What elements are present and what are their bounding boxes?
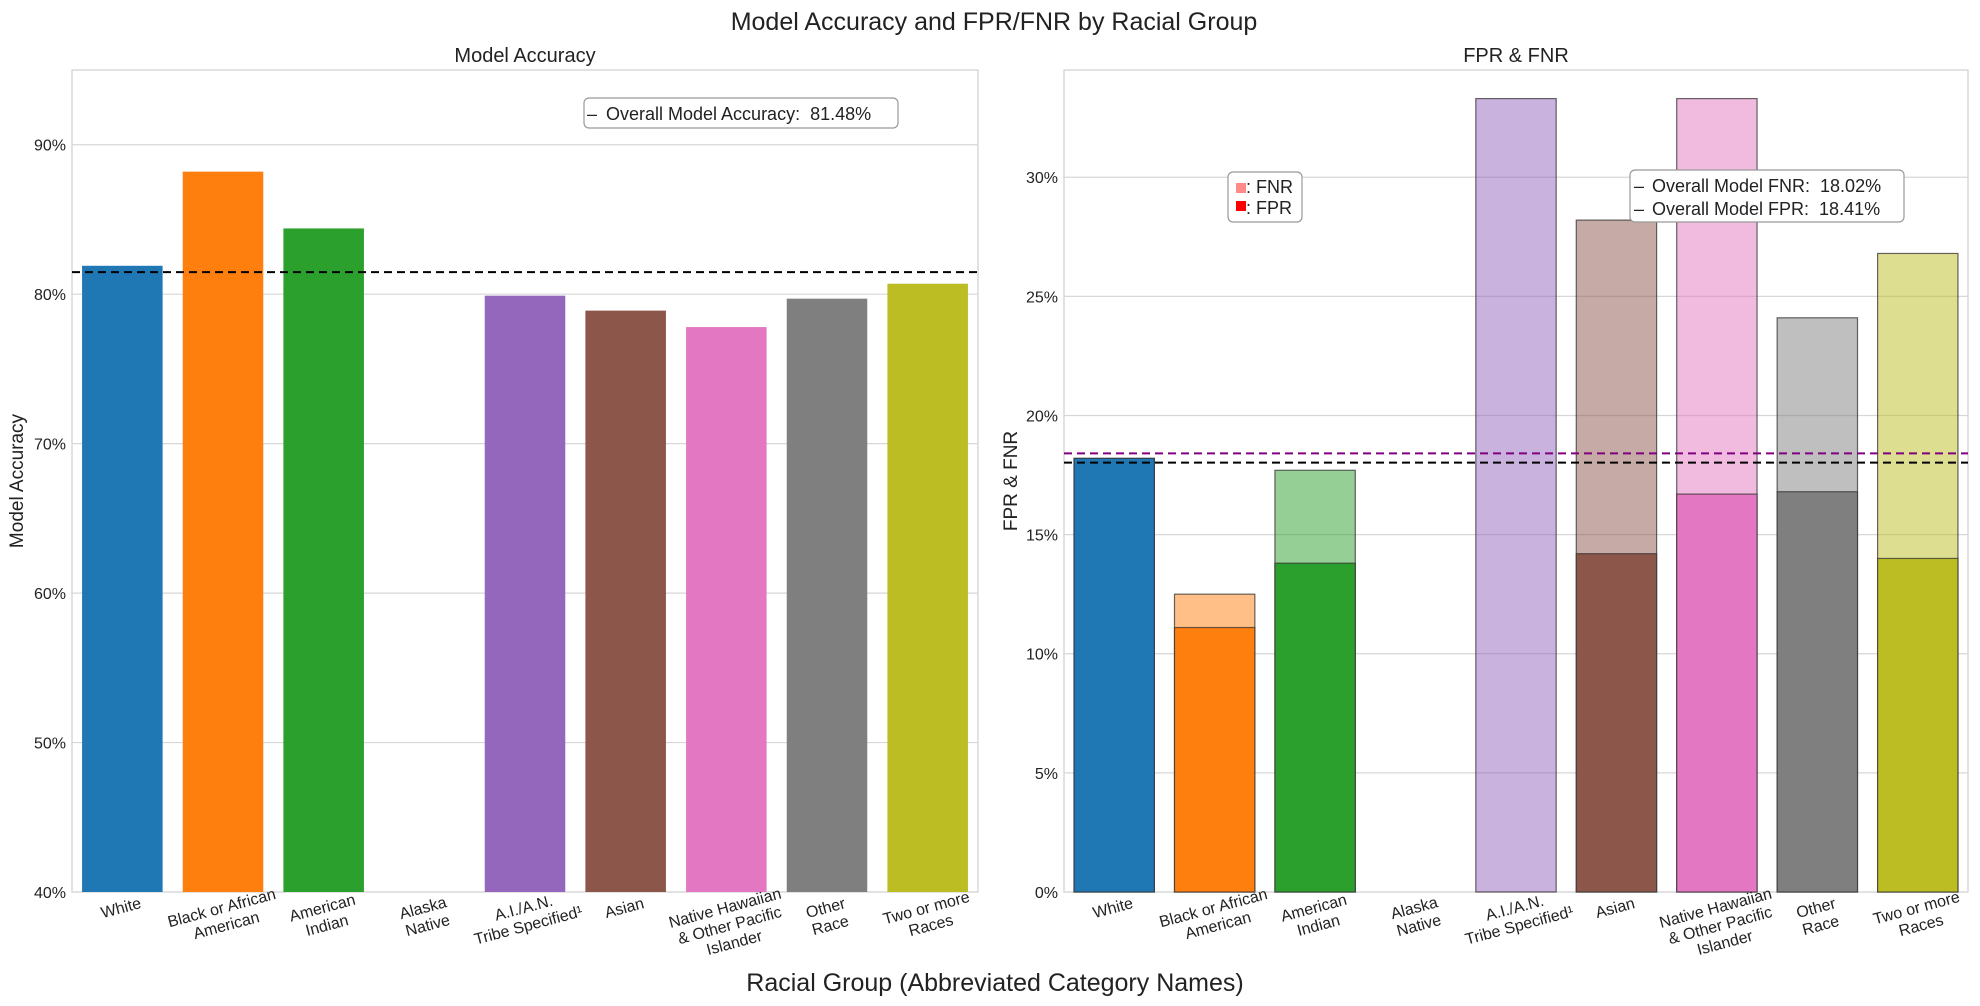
fpr-bar xyxy=(1575,553,1658,893)
overall-fnr-legend-line-icon: – xyxy=(1634,176,1644,196)
fpr-fnr-ytick-label: 25% xyxy=(1026,289,1058,306)
accuracy-bar xyxy=(786,298,868,892)
accuracy-ytick-label: 90% xyxy=(34,138,66,155)
accuracy-bar xyxy=(283,228,364,892)
fpr-bar xyxy=(1073,457,1155,893)
fpr-key-label: : FPR xyxy=(1246,198,1292,218)
fpr-fnr-xtick-label-line: White xyxy=(1091,895,1135,922)
overall-fpr-legend-label: Overall Model FPR: 18.41% xyxy=(1652,199,1880,219)
accuracy-ytick-label: 80% xyxy=(34,287,66,304)
fnr-fpr-key-legend: : FNR : FPR xyxy=(1227,171,1303,223)
fpr-swatch-icon xyxy=(1236,201,1246,211)
fpr-fnr-ytick-label: 15% xyxy=(1026,528,1058,545)
fpr-bar xyxy=(1876,557,1959,893)
figure-xlabel: Racial Group (Abbreviated Category Names… xyxy=(746,969,1243,997)
accuracy-legend-label: Overall Model Accuracy: 81.48% xyxy=(606,104,871,124)
fpr-fnr-ytick-labels: 0% 5% 10% 15% 20% 25% 30% xyxy=(1026,170,1058,902)
figure-title: Model Accuracy and FPR/FNR by Racial Gro… xyxy=(731,8,1258,36)
accuracy-bar xyxy=(585,310,666,892)
fpr-fnr-overall-legend-box xyxy=(1629,169,1905,223)
fpr-fnr-ylabel: FPR & FNR xyxy=(1001,431,1022,531)
fpr-bar xyxy=(1274,562,1356,893)
fpr-bar xyxy=(1676,493,1758,893)
fpr-bar xyxy=(1173,626,1256,893)
overall-fnr-legend-label: Overall Model FNR: 18.02% xyxy=(1652,176,1881,196)
accuracy-xtick-label-line: Asian xyxy=(603,895,646,922)
accuracy-xtick-label: White xyxy=(99,895,143,922)
accuracy-xtick-label: Asian xyxy=(603,895,646,922)
overall-fpr-legend-line-icon: – xyxy=(1634,199,1644,219)
fpr-bar xyxy=(1776,491,1859,893)
panel-accuracy: 40% 50% 60% 70% 80% 90% White Black or African… xyxy=(7,45,979,959)
accuracy-ylabel: Model Accuracy xyxy=(7,413,28,548)
fpr-fnr-ytick-label: 0% xyxy=(1035,885,1058,902)
accuracy-bars xyxy=(82,171,968,893)
accuracy-bar xyxy=(182,171,264,892)
fpr-fnr-ytick-label: 5% xyxy=(1035,766,1058,783)
accuracy-legend: – Overall Model Accuracy: 81.48% xyxy=(583,97,899,129)
fpr-fnr-xtick-label-line: Asian xyxy=(1594,895,1637,922)
accuracy-ytick-label: 40% xyxy=(34,885,66,902)
fpr-fnr-ytick-label: 20% xyxy=(1026,408,1058,425)
fpr-fnr-overall-legend: – Overall Model FNR: 18.02% – Overall Mo… xyxy=(1629,169,1905,223)
accuracy-panel-title: Model Accuracy xyxy=(454,45,595,67)
accuracy-bar xyxy=(887,283,968,893)
fpr-fnr-xtick-label: A.I./A.N.Tribe Specified¹ xyxy=(1463,893,1575,949)
fnr-fpr-key-legend-box xyxy=(1227,171,1303,223)
fpr-fnr-bars xyxy=(1073,97,1959,893)
accuracy-ytick-label: 60% xyxy=(34,586,66,603)
accuracy-ytick-label: 50% xyxy=(34,736,66,753)
fpr-fnr-ytick-label: 10% xyxy=(1026,647,1058,664)
accuracy-legend-box xyxy=(583,97,899,129)
fnr-swatch-icon xyxy=(1236,183,1246,193)
accuracy-bar xyxy=(82,265,163,892)
accuracy-xtick-label-line: White xyxy=(99,895,143,922)
accuracy-bar xyxy=(686,327,767,892)
accuracy-legend-line-icon: – xyxy=(587,104,597,124)
fpr-fnr-xtick-labels: White Black or AfricanAmericanAmericanInd… xyxy=(1091,885,1962,959)
fnr-bar xyxy=(1475,97,1557,893)
fpr-fnr-xtick-label: Asian xyxy=(1594,895,1637,922)
accuracy-xtick-labels: White Black or AfricanAmericanAmericanInd… xyxy=(99,885,972,959)
accuracy-ytick-labels: 40% 50% 60% 70% 80% 90% xyxy=(34,138,66,902)
accuracy-xtick-label: A.I./A.N.Tribe Specified¹ xyxy=(472,893,584,949)
fpr-fnr-panel-title: FPR & FNR xyxy=(1463,45,1569,67)
accuracy-bar xyxy=(484,295,566,892)
fpr-fnr-xtick-label: White xyxy=(1091,895,1135,922)
accuracy-ytick-label: 70% xyxy=(34,437,66,454)
fpr-fnr-ytick-label: 30% xyxy=(1026,170,1058,187)
panel-fpr-fnr: 0% 5% 10% 15% 20% 25% 30% White Black or Africa… xyxy=(1001,45,1969,959)
fnr-key-label: : FNR xyxy=(1246,177,1293,197)
